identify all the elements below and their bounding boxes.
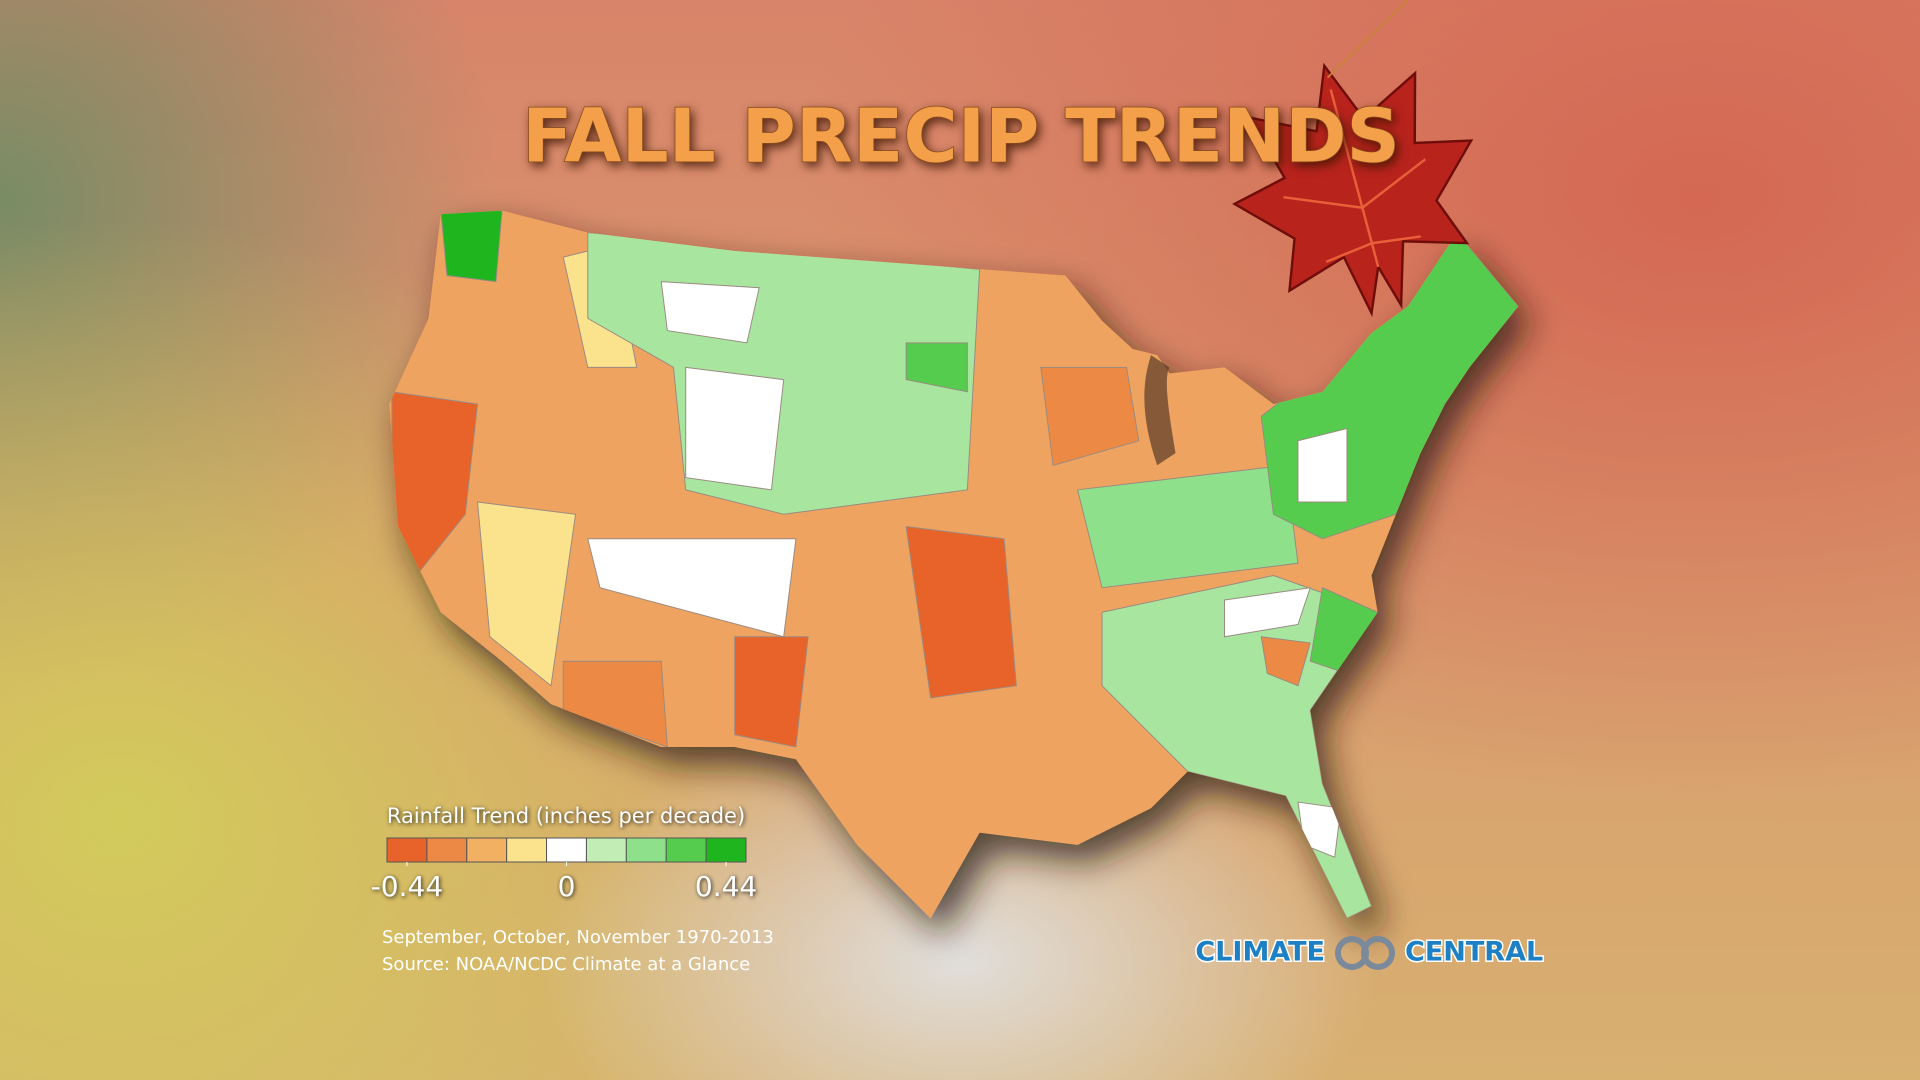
note: September, October, November 1970-2013	[382, 927, 774, 948]
legend: -0.44 0 0.44	[371, 837, 757, 903]
legend-swatch	[506, 837, 548, 863]
lake	[1144, 355, 1176, 466]
region	[562, 660, 668, 748]
logo-text: CLIMATE	[1195, 937, 1325, 968]
legend-swatch	[705, 837, 747, 863]
region	[1224, 587, 1311, 638]
logo: CLIMATE CENTRAL	[1194, 935, 1545, 970]
region	[477, 501, 577, 687]
legend-swatch	[546, 837, 587, 863]
legend-swatch	[665, 837, 707, 863]
region	[440, 210, 503, 283]
region	[905, 525, 1017, 699]
region	[1076, 464, 1299, 589]
us-map	[389, 0, 1519, 919]
region	[1297, 801, 1342, 858]
legend-tick-label: 0	[558, 870, 576, 903]
region	[1260, 636, 1311, 687]
logo-text: CENTRAL	[1405, 937, 1543, 968]
region	[905, 342, 968, 393]
region	[660, 281, 760, 344]
logo-ring	[1361, 936, 1395, 970]
region	[1040, 366, 1140, 466]
legend-tick-label: 0.44	[695, 870, 757, 903]
region	[685, 366, 785, 491]
legend-swatch	[466, 837, 508, 863]
legend-title: Rainfall Trend (inches per decade)	[387, 804, 745, 828]
legend-swatch	[386, 837, 428, 863]
note: Source: NOAA/NCDC Climate at a Glance	[382, 954, 750, 975]
region	[734, 636, 809, 748]
regions	[391, 210, 1519, 919]
legend-swatch	[426, 837, 468, 863]
legend-tick-label: -0.44	[371, 870, 443, 903]
legend-swatch	[625, 837, 667, 863]
title: FALL PRECIP TRENDS	[522, 94, 1400, 180]
region	[1297, 427, 1348, 503]
leaf	[1232, 0, 1474, 318]
legend-swatch	[585, 837, 627, 863]
